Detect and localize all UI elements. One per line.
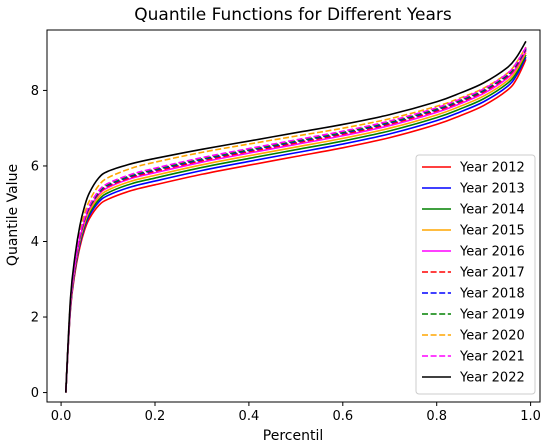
y-tick-label: 4 bbox=[31, 235, 39, 250]
series-line-year-2020 bbox=[64, 46, 527, 393]
chart-title: Quantile Functions for Different Years bbox=[134, 5, 452, 25]
legend-label-year-2018: Year 2018 bbox=[459, 287, 525, 302]
x-tick-label: 0.0 bbox=[51, 409, 72, 424]
x-tick-label: 1.0 bbox=[520, 409, 541, 424]
legend-label-year-2019: Year 2019 bbox=[459, 308, 525, 323]
y-tick-label: 2 bbox=[31, 311, 39, 326]
series-line-year-2021 bbox=[64, 46, 527, 393]
legend-label-year-2012: Year 2012 bbox=[459, 161, 525, 176]
legend-label-year-2017: Year 2017 bbox=[459, 266, 525, 281]
legend-label-year-2015: Year 2015 bbox=[459, 224, 525, 239]
legend-label-year-2014: Year 2014 bbox=[459, 203, 525, 218]
legend-label-year-2021: Year 2021 bbox=[459, 350, 525, 365]
y-tick-label: 8 bbox=[31, 84, 39, 99]
plot-frame bbox=[46, 29, 541, 403]
series-line-year-2022 bbox=[64, 40, 527, 393]
plot-area bbox=[64, 40, 527, 393]
legend-label-year-2020: Year 2020 bbox=[459, 329, 525, 344]
legend: Year 2012 Year 2013 Year 2014 Year 2015 Year… bbox=[415, 154, 536, 395]
x-tick-label: 0.8 bbox=[426, 409, 447, 424]
x-tick-label: 0.2 bbox=[145, 409, 166, 424]
legend-label-year-2016: Year 2016 bbox=[459, 245, 525, 260]
legend-label-year-2022: Year 2022 bbox=[459, 371, 525, 386]
y-axis-label: Quantile Value bbox=[5, 164, 21, 266]
legend-label-year-2013: Year 2013 bbox=[459, 182, 525, 197]
x-axis: 0.0 0.2 0.4 0.6 0.8 1.0 bbox=[51, 402, 541, 424]
x-tick-label: 0.6 bbox=[332, 409, 353, 424]
legend-box bbox=[415, 154, 536, 395]
y-axis: 0 2 4 6 8 bbox=[31, 84, 47, 401]
y-tick-label: 6 bbox=[31, 159, 39, 174]
x-tick-label: 0.4 bbox=[239, 409, 260, 424]
y-tick-label: 0 bbox=[31, 386, 39, 401]
x-axis-label: Percentil bbox=[263, 428, 323, 444]
